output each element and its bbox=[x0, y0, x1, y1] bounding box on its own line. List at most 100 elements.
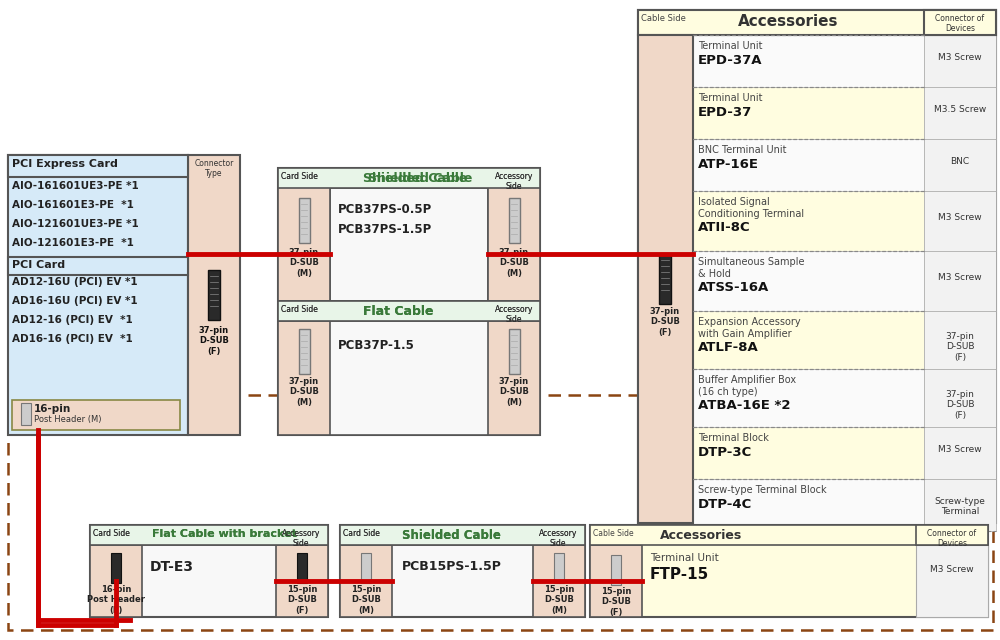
Bar bbox=[924, 191, 996, 251]
Text: DTP-4C: DTP-4C bbox=[698, 498, 752, 511]
Text: Shielded Cable: Shielded Cable bbox=[402, 529, 501, 542]
Text: Screw-type
Terminal: Screw-type Terminal bbox=[935, 497, 985, 516]
Text: Connector
Type: Connector Type bbox=[194, 159, 234, 179]
Bar bbox=[693, 191, 924, 251]
Text: 37-pin
D-SUB
(F): 37-pin D-SUB (F) bbox=[946, 390, 974, 420]
Bar bbox=[21, 403, 31, 425]
Text: PCI Express Card: PCI Express Card bbox=[12, 159, 118, 169]
Text: DTP-3C: DTP-3C bbox=[698, 446, 752, 459]
Bar bbox=[693, 251, 924, 311]
Text: Card Side: Card Side bbox=[93, 529, 130, 538]
Text: M3 Screw: M3 Screw bbox=[938, 213, 982, 222]
Bar bbox=[278, 301, 330, 435]
Bar bbox=[693, 35, 924, 87]
Bar bbox=[340, 525, 585, 545]
Text: Accessory
Side: Accessory Side bbox=[539, 529, 577, 548]
Text: Card Side: Card Side bbox=[93, 529, 130, 538]
Bar bbox=[693, 369, 924, 427]
Bar bbox=[693, 87, 924, 139]
Text: Card Side: Card Side bbox=[281, 172, 318, 181]
Text: AD16-16U (PCI) EV *1: AD16-16U (PCI) EV *1 bbox=[12, 296, 138, 306]
Bar bbox=[488, 168, 540, 301]
Text: Terminal Unit: Terminal Unit bbox=[650, 553, 719, 563]
Bar bbox=[90, 525, 328, 617]
Text: 15-pin
D-SUB
(F): 15-pin D-SUB (F) bbox=[287, 585, 317, 615]
Text: Accessory
Side: Accessory Side bbox=[495, 172, 533, 191]
Text: ATP-16E: ATP-16E bbox=[698, 158, 759, 171]
Bar bbox=[924, 139, 996, 191]
Text: Shielded Cable: Shielded Cable bbox=[363, 172, 467, 185]
Text: Cable Side: Cable Side bbox=[593, 529, 634, 538]
Bar bbox=[638, 10, 996, 523]
Text: Card Side: Card Side bbox=[281, 305, 318, 314]
Bar bbox=[340, 525, 585, 545]
Text: Buffer Amplifier Box
(16 ch type): Buffer Amplifier Box (16 ch type) bbox=[698, 375, 796, 397]
Text: AIO-161601E3-PE  *1: AIO-161601E3-PE *1 bbox=[12, 200, 134, 210]
Text: Post Header (M): Post Header (M) bbox=[34, 415, 102, 424]
Text: Screw-type Terminal Block: Screw-type Terminal Block bbox=[698, 485, 827, 495]
Text: PCI Card: PCI Card bbox=[12, 260, 65, 270]
Bar bbox=[111, 553, 121, 583]
Text: DT-E3: DT-E3 bbox=[150, 560, 194, 574]
Text: M3 Screw: M3 Screw bbox=[938, 273, 982, 282]
Bar bbox=[533, 525, 585, 617]
Text: Terminal Unit: Terminal Unit bbox=[698, 93, 763, 103]
Bar bbox=[554, 553, 564, 583]
Text: 37-pin
D-SUB
(F): 37-pin D-SUB (F) bbox=[946, 332, 974, 362]
Text: FTP-15: FTP-15 bbox=[650, 567, 709, 582]
Bar bbox=[8, 155, 188, 435]
Bar bbox=[611, 555, 621, 585]
Text: Card Side: Card Side bbox=[343, 529, 380, 538]
Bar bbox=[278, 301, 540, 321]
Bar bbox=[916, 525, 988, 545]
Bar bbox=[278, 168, 540, 435]
Text: 37-pin
D-SUB
(F): 37-pin D-SUB (F) bbox=[650, 307, 680, 337]
Bar bbox=[924, 479, 996, 531]
Text: ATBA-16E *2: ATBA-16E *2 bbox=[698, 399, 790, 412]
Bar bbox=[12, 400, 180, 430]
Text: 37-pin
D-SUB
(M): 37-pin D-SUB (M) bbox=[289, 377, 319, 407]
Bar bbox=[509, 329, 520, 374]
Bar bbox=[924, 311, 996, 369]
Text: AD16-16 (PCI) EV  *1: AD16-16 (PCI) EV *1 bbox=[12, 334, 133, 344]
Text: EPD-37: EPD-37 bbox=[698, 106, 752, 119]
Bar bbox=[693, 139, 924, 191]
Text: M3 Screw: M3 Screw bbox=[930, 565, 974, 574]
Text: Flat Cable: Flat Cable bbox=[363, 305, 434, 318]
Text: Accessory
Side: Accessory Side bbox=[495, 172, 533, 191]
Bar bbox=[693, 427, 924, 479]
Text: Shielded Cable: Shielded Cable bbox=[402, 529, 501, 542]
Text: Accessory
Side: Accessory Side bbox=[282, 529, 320, 548]
Text: Accessory
Side: Accessory Side bbox=[495, 305, 533, 324]
Text: Terminal Unit: Terminal Unit bbox=[698, 41, 763, 51]
Bar bbox=[924, 35, 996, 87]
Bar bbox=[90, 525, 142, 617]
Text: 15-pin
D-SUB
(M): 15-pin D-SUB (M) bbox=[544, 585, 574, 615]
Bar bbox=[916, 545, 988, 617]
Text: AD12-16 (PCI) EV  *1: AD12-16 (PCI) EV *1 bbox=[12, 315, 133, 325]
Bar bbox=[361, 553, 371, 583]
Text: Connector of
Devices: Connector of Devices bbox=[935, 14, 985, 33]
Text: PCB37PS-1.5P: PCB37PS-1.5P bbox=[338, 223, 432, 236]
Bar bbox=[590, 545, 642, 617]
Text: Expansion Accessory
with Gain Amplifier: Expansion Accessory with Gain Amplifier bbox=[698, 317, 801, 339]
Text: PCB37P-1.5: PCB37P-1.5 bbox=[338, 339, 415, 352]
Bar bbox=[8, 155, 188, 177]
Bar bbox=[8, 395, 993, 630]
Text: 16-pin: 16-pin bbox=[34, 404, 71, 414]
Text: 37-pin
D-SUB
(M): 37-pin D-SUB (M) bbox=[289, 248, 319, 278]
Bar bbox=[659, 254, 671, 304]
Bar bbox=[90, 525, 328, 545]
Text: Card Side: Card Side bbox=[281, 172, 318, 181]
Bar bbox=[299, 329, 310, 374]
Bar bbox=[509, 198, 520, 243]
Bar bbox=[297, 553, 307, 583]
Text: Accessory
Side: Accessory Side bbox=[539, 529, 577, 548]
Text: Card Side: Card Side bbox=[281, 305, 318, 314]
Text: BNC Terminal Unit: BNC Terminal Unit bbox=[698, 145, 786, 155]
Text: Isolated Signal
Conditioning Terminal: Isolated Signal Conditioning Terminal bbox=[698, 197, 804, 219]
Text: Flat Cable with bracket: Flat Cable with bracket bbox=[152, 529, 297, 539]
Bar bbox=[276, 525, 328, 617]
Text: Cable Side: Cable Side bbox=[641, 14, 686, 23]
Text: AIO-121601UE3-PE *1: AIO-121601UE3-PE *1 bbox=[12, 219, 139, 229]
